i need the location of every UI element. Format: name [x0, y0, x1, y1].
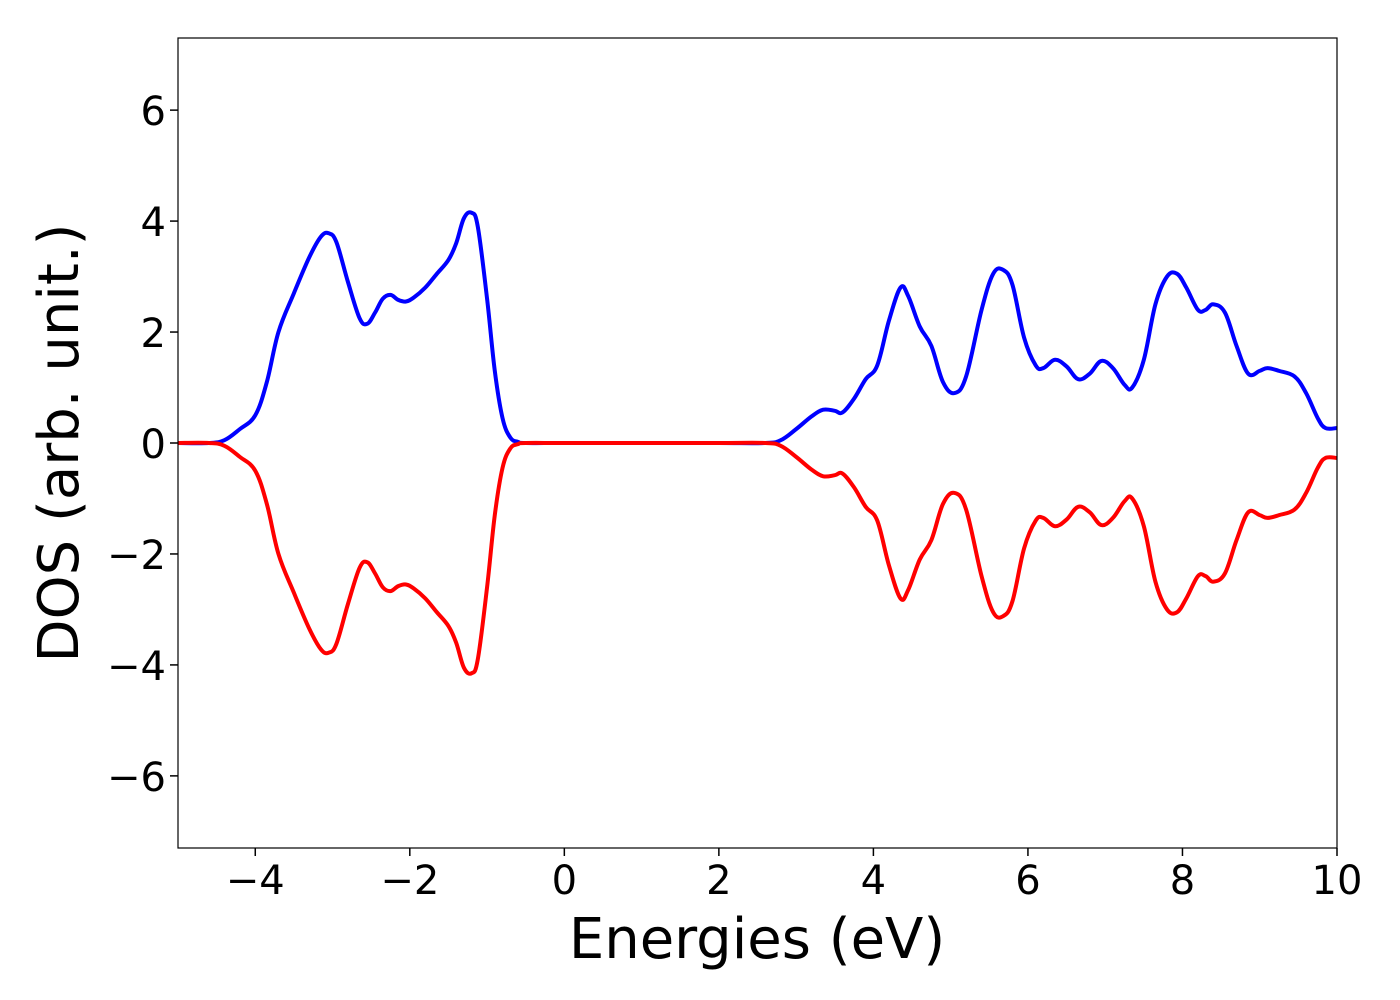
y-tick-label: −4	[107, 644, 166, 690]
y-tick-label: −6	[107, 755, 166, 801]
x-tick-label: 0	[552, 858, 577, 904]
x-tick-label: −4	[226, 858, 285, 904]
x-axis-ticks: −4 −2 0 2 4 6 8 10	[226, 848, 1363, 904]
y-axis-label: DOS (arb. unit.)	[27, 223, 92, 662]
series-layer	[178, 210, 1337, 676]
x-tick-label: −2	[380, 858, 439, 904]
y-tick-label: 6	[141, 89, 166, 135]
x-tick-label: 8	[1170, 858, 1195, 904]
y-tick-label: −2	[107, 533, 166, 579]
x-tick-label: 2	[706, 858, 731, 904]
y-tick-label: 2	[141, 311, 166, 357]
y-axis-ticks: −6 −4 −2 0 2 4 6	[107, 89, 178, 801]
x-tick-label: 6	[1015, 858, 1040, 904]
x-tick-label: 10	[1312, 858, 1363, 904]
y-tick-label: 4	[141, 200, 166, 246]
x-tick-label: 4	[861, 858, 886, 904]
y-tick-label: 0	[141, 422, 166, 468]
spin-down-dos-line	[178, 440, 1337, 676]
x-axis-label: Energies (eV)	[569, 907, 945, 972]
spin-up-dos-line	[178, 210, 1337, 446]
